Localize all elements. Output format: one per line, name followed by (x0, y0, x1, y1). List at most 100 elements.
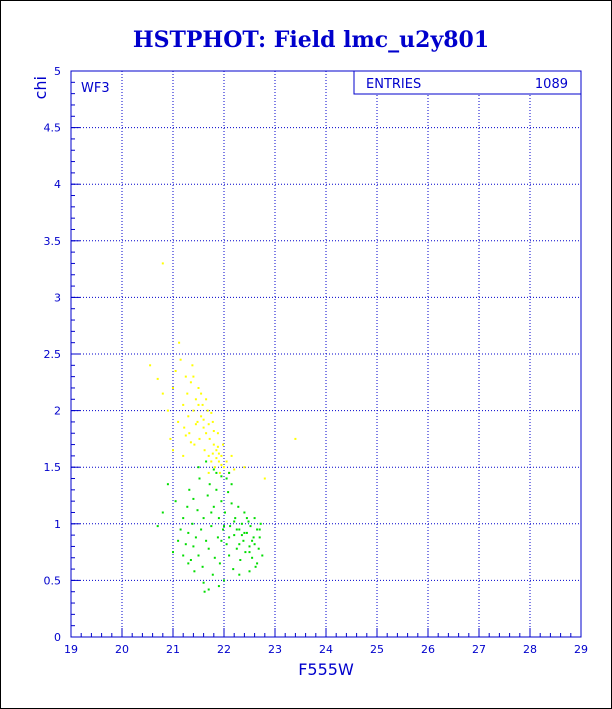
data-point (194, 398, 197, 401)
data-points (149, 262, 297, 593)
data-point (256, 528, 259, 531)
data-point (192, 545, 195, 548)
y-tick-label: 1.5 (44, 461, 62, 474)
stats-entries-value: 1089 (535, 77, 568, 92)
y-tick-label: 1 (54, 518, 61, 531)
data-point (248, 551, 251, 554)
data-point (244, 551, 247, 554)
x-tick-label: 25 (370, 643, 384, 656)
data-point (235, 547, 238, 550)
data-point (182, 554, 185, 557)
data-point (217, 452, 220, 455)
data-point (223, 466, 225, 469)
data-point (178, 341, 181, 344)
data-point (215, 471, 218, 474)
data-point (253, 517, 256, 520)
data-point (205, 398, 208, 401)
y-tick-label: 3 (54, 291, 61, 304)
y-tick-label: 2.5 (44, 348, 62, 361)
data-point (177, 539, 180, 542)
data-point (169, 437, 172, 440)
data-point (223, 579, 225, 582)
data-point (207, 471, 210, 474)
data-point (233, 520, 236, 523)
data-point (200, 392, 203, 395)
data-point (189, 559, 192, 561)
data-point (208, 437, 211, 440)
x-tick-label: 23 (268, 643, 282, 656)
data-point (259, 522, 262, 525)
data-point (240, 522, 243, 525)
data-point (247, 520, 250, 523)
data-point (216, 432, 219, 435)
y-tick-label: 0 (54, 631, 61, 644)
data-point (205, 432, 208, 435)
data-point (235, 528, 238, 531)
data-point (156, 377, 159, 380)
data-point (166, 409, 169, 412)
data-point (184, 434, 187, 437)
data-point (258, 528, 261, 531)
y-tick-label: 5 (54, 65, 61, 78)
data-point (222, 443, 224, 446)
data-point (254, 565, 257, 568)
grid (71, 71, 581, 637)
chart-title: HSTPHOT: Field lmc_u2y801 (133, 27, 489, 53)
x-tick-label: 29 (574, 643, 588, 656)
data-point (220, 463, 223, 466)
data-point (192, 409, 195, 412)
x-tick-label: 26 (421, 643, 435, 656)
data-point (202, 426, 205, 429)
data-point (225, 543, 228, 546)
data-point (230, 454, 233, 457)
data-point (217, 517, 220, 520)
data-point (220, 539, 223, 542)
data-point (182, 403, 185, 406)
data-point (229, 525, 232, 528)
data-point (156, 525, 159, 528)
data-point (215, 449, 218, 452)
data-point (197, 387, 200, 389)
data-point (233, 534, 236, 537)
data-point (183, 426, 186, 429)
data-point (252, 536, 255, 539)
stats-entries-label: ENTRIES (366, 77, 421, 92)
data-point (201, 565, 204, 568)
data-point (187, 562, 190, 565)
data-point (193, 570, 196, 573)
y-tick-label: 0.5 (44, 574, 62, 587)
data-point (228, 471, 231, 474)
data-point (245, 517, 248, 520)
data-point (187, 531, 190, 534)
data-point (216, 445, 219, 448)
data-point (240, 534, 243, 537)
data-point (206, 494, 209, 497)
data-point (245, 531, 248, 534)
x-tick-label: 20 (115, 643, 129, 656)
stats-box: ENTRIES 1089 (353, 70, 582, 95)
data-point (222, 528, 224, 531)
data-point (234, 517, 237, 520)
y-tick-label: 4.5 (44, 122, 62, 135)
data-point (198, 477, 201, 480)
plot-area (70, 70, 582, 638)
data-point (172, 449, 174, 452)
x-axis-label: F555W (298, 660, 354, 679)
data-point (210, 460, 213, 463)
data-point (211, 420, 214, 423)
data-point (212, 468, 215, 471)
data-point (248, 545, 251, 548)
y-tick-label: 3.5 (44, 235, 62, 248)
data-point (217, 460, 220, 463)
data-point (215, 488, 218, 491)
data-point (172, 551, 174, 554)
data-point (207, 588, 210, 591)
data-point (196, 420, 199, 423)
data-point (213, 466, 216, 469)
data-point (161, 262, 164, 265)
data-point (210, 411, 213, 414)
data-point (205, 539, 208, 542)
data-point (207, 547, 210, 550)
data-point (217, 585, 220, 588)
data-point (198, 437, 201, 440)
